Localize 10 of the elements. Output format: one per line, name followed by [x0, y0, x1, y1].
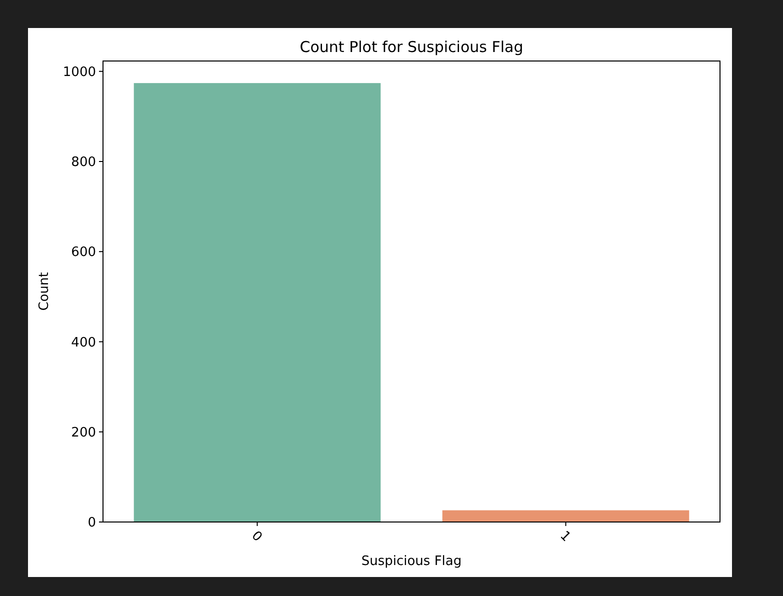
- y-tick-label: 400: [71, 335, 96, 350]
- y-tick-label: 800: [71, 155, 96, 170]
- y-tick-label: 1000: [62, 64, 96, 80]
- x-axis-title: Suspicious Flag: [361, 554, 462, 569]
- y-tick-label: 200: [71, 425, 96, 440]
- y-axis-title: Count: [37, 272, 52, 311]
- y-tick-label: 600: [71, 245, 96, 260]
- y-tick-label: 0: [88, 516, 96, 531]
- x-tick-label: 1: [556, 528, 574, 545]
- chart-title: Count Plot for Suspicious Flag: [300, 38, 524, 56]
